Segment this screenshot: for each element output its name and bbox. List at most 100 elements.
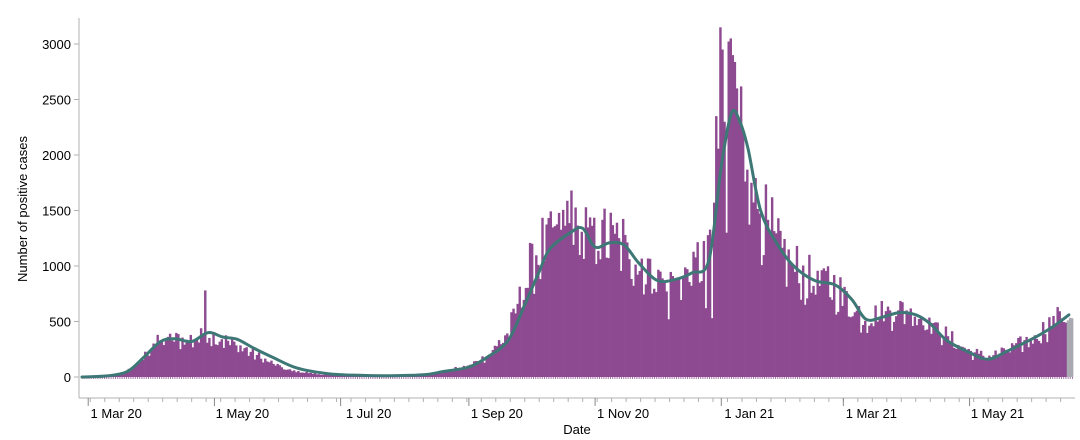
- daily-cases-bar: [870, 323, 873, 377]
- daily-cases-bar: [270, 360, 273, 377]
- daily-cases-bar: [506, 333, 509, 377]
- daily-cases-bar: [278, 365, 281, 377]
- daily-cases-bar: [533, 293, 536, 377]
- daily-cases-bar: [669, 271, 672, 377]
- daily-cases-bar: [617, 238, 621, 377]
- daily-cases-bar: [164, 339, 168, 377]
- daily-cases-bar: [789, 264, 792, 377]
- daily-cases-bar: [967, 348, 970, 377]
- daily-cases-bar: [804, 304, 807, 377]
- daily-cases-bar: [1004, 350, 1008, 377]
- daily-cases-bar: [921, 325, 925, 377]
- daily-cases-bar: [630, 278, 633, 377]
- daily-cases-bar: [1013, 345, 1016, 377]
- daily-cases-bar: [522, 299, 526, 377]
- daily-cases-bar: [150, 348, 153, 377]
- daily-cases-bar: [998, 353, 1001, 377]
- daily-cases-bar: [599, 259, 602, 377]
- daily-cases-bar: [578, 255, 581, 377]
- daily-cases-bar: [733, 62, 737, 377]
- daily-cases-bar: [183, 344, 186, 377]
- daily-cases-bar: [806, 298, 809, 377]
- daily-cases-bar: [948, 341, 952, 377]
- daily-cases-bar: [125, 371, 128, 377]
- daily-cases-bar: [607, 258, 610, 377]
- daily-cases-bar: [833, 275, 836, 377]
- daily-cases-bar: [663, 282, 666, 377]
- daily-cases-bar: [953, 347, 956, 377]
- daily-cases-bar: [731, 55, 735, 377]
- daily-cases-bar: [909, 308, 912, 377]
- daily-cases-bar: [830, 299, 834, 377]
- daily-cases-bar: [907, 314, 910, 377]
- daily-cases-bar: [444, 371, 447, 377]
- daily-cases-bar: [895, 316, 898, 377]
- daily-cases-bar: [1062, 322, 1066, 377]
- daily-cases-bar: [228, 345, 232, 377]
- daily-cases-bar: [1021, 351, 1024, 377]
- daily-cases-bar: [553, 226, 557, 377]
- daily-cases-bar: [139, 360, 143, 377]
- daily-cases-bar: [450, 370, 453, 377]
- daily-cases-bar: [1025, 336, 1028, 377]
- daily-cases-bar: [783, 238, 786, 377]
- daily-cases-bar: [799, 299, 803, 377]
- daily-cases-bar: [545, 224, 548, 377]
- daily-cases-bar: [580, 231, 584, 377]
- daily-cases-bar: [241, 351, 244, 377]
- daily-cases-bar: [990, 359, 993, 377]
- daily-cases-bar: [315, 374, 319, 377]
- daily-cases-bar: [501, 342, 505, 377]
- daily-cases-bar: [677, 279, 681, 377]
- daily-cases-bar: [899, 301, 902, 377]
- daily-cases-bar: [849, 317, 852, 377]
- daily-cases-bar: [317, 374, 321, 377]
- daily-cases-bar: [1041, 322, 1045, 377]
- daily-cases-bar: [230, 337, 234, 377]
- daily-cases-bar: [309, 372, 312, 377]
- daily-cases-bar: [441, 370, 445, 377]
- daily-cases-bar: [779, 230, 782, 377]
- daily-cases-bar: [671, 276, 675, 377]
- daily-cases-bar: [791, 266, 795, 377]
- daily-cases-bar: [628, 259, 631, 377]
- daily-cases-bar: [810, 292, 813, 377]
- daily-cases-bar: [576, 225, 579, 377]
- x-tick-label: 1 Nov 20: [597, 406, 649, 421]
- daily-cases-bar: [276, 363, 279, 377]
- daily-cases-bar: [1019, 336, 1022, 377]
- daily-cases-bar: [634, 264, 637, 377]
- daily-cases-bar: [1054, 325, 1057, 377]
- daily-cases-bar: [593, 217, 596, 377]
- daily-cases-bar: [1010, 343, 1014, 377]
- daily-cases-bar: [638, 270, 641, 377]
- daily-cases-bar: [1037, 340, 1041, 377]
- daily-cases-bar: [1006, 350, 1010, 377]
- daily-cases-bar: [653, 288, 656, 377]
- daily-cases-bar: [988, 355, 991, 377]
- daily-cases-bar: [992, 355, 995, 377]
- daily-cases-bar: [642, 294, 646, 377]
- daily-cases-bar: [1015, 343, 1018, 377]
- daily-cases-bar: [727, 41, 730, 378]
- daily-cases-bar: [868, 325, 871, 377]
- daily-cases-bar: [744, 181, 747, 377]
- daily-cases-bar: [694, 257, 697, 377]
- daily-cases-bar: [299, 372, 302, 377]
- daily-cases-bar: [626, 242, 629, 377]
- daily-cases-bar: [1066, 320, 1070, 377]
- daily-cases-bar: [754, 178, 757, 377]
- daily-cases-bar: [216, 345, 219, 377]
- daily-cases-bar: [549, 211, 552, 377]
- daily-cases-bar: [431, 373, 435, 377]
- daily-cases-bar: [632, 285, 635, 377]
- daily-cases-bar: [665, 291, 668, 377]
- daily-cases-bar: [667, 319, 670, 377]
- daily-cases-bar: [897, 310, 900, 377]
- daily-cases-bar: [483, 362, 486, 377]
- daily-cases-bar: [282, 369, 286, 377]
- daily-cases-bar: [874, 305, 877, 377]
- y-tick-label: 0: [64, 370, 71, 385]
- daily-cases-bar: [940, 345, 944, 377]
- daily-cases-bar: [524, 287, 528, 377]
